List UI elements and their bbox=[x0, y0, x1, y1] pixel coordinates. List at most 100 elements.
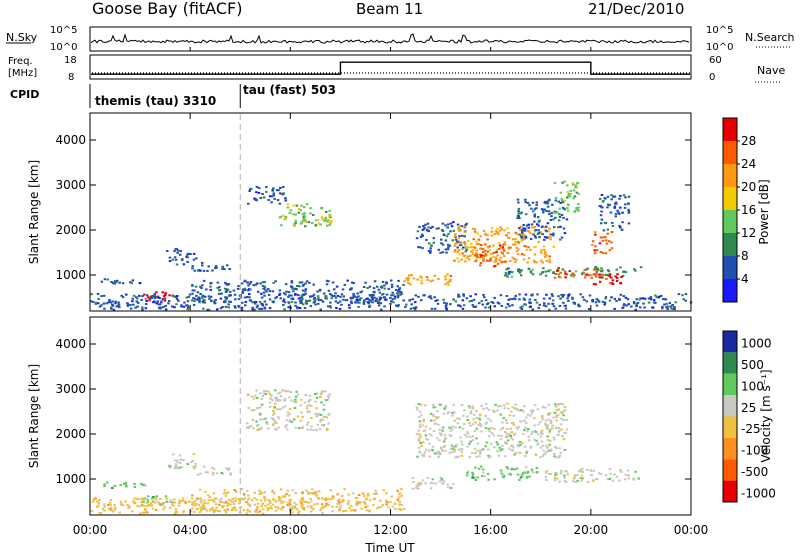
velocity-cell bbox=[192, 510, 196, 513]
power-cell bbox=[614, 212, 618, 215]
power-cell bbox=[493, 296, 496, 299]
velocity-cell bbox=[467, 405, 471, 408]
power-cell bbox=[537, 240, 540, 243]
power-cell bbox=[421, 247, 424, 250]
velocity-cell bbox=[624, 473, 628, 476]
velocity-cell bbox=[503, 455, 507, 458]
power-cell bbox=[615, 276, 619, 279]
power-cell bbox=[390, 279, 393, 282]
velocity-cell bbox=[289, 391, 292, 393]
power-cell bbox=[108, 300, 111, 303]
velocity-cell bbox=[624, 478, 627, 481]
velocity-cell bbox=[224, 492, 228, 494]
velocity-cell bbox=[199, 501, 203, 504]
velocity-cell bbox=[199, 472, 202, 475]
velocity-cell bbox=[165, 500, 168, 503]
velocity-cell bbox=[255, 507, 259, 510]
power-cell bbox=[391, 298, 395, 301]
velocity-cell bbox=[194, 502, 198, 505]
power-cell bbox=[192, 303, 196, 306]
velocity-cell bbox=[564, 480, 568, 483]
power-cell bbox=[363, 299, 366, 302]
power-cell bbox=[173, 306, 176, 309]
power-cell bbox=[340, 303, 343, 306]
velocity-cell bbox=[283, 494, 287, 497]
power-cell bbox=[333, 288, 336, 291]
power-ytick-label: 4000 bbox=[55, 133, 86, 147]
power-cell bbox=[594, 266, 597, 268]
power-cell bbox=[253, 197, 256, 200]
velocity-cell bbox=[215, 503, 218, 506]
power-cell bbox=[171, 305, 174, 308]
velocity-cell bbox=[283, 398, 286, 400]
velocity-cell bbox=[319, 396, 322, 398]
power-cell bbox=[368, 304, 372, 307]
power-cell bbox=[418, 225, 421, 228]
velocity-cell bbox=[556, 434, 560, 437]
velocity-cell bbox=[339, 507, 342, 510]
power-cell bbox=[364, 281, 367, 284]
power-cell bbox=[588, 294, 592, 297]
power-cell bbox=[257, 191, 261, 194]
velocity-cell bbox=[548, 431, 551, 434]
power-cell bbox=[180, 305, 183, 308]
velocity-cell bbox=[554, 405, 558, 408]
velocity-cell bbox=[456, 422, 460, 425]
power-cell bbox=[471, 253, 474, 256]
velocity-cell bbox=[462, 414, 465, 417]
velocity-cell bbox=[363, 495, 366, 498]
power-cell bbox=[537, 229, 540, 232]
power-cell bbox=[208, 297, 211, 300]
power-cell bbox=[562, 216, 565, 219]
velocity-cell bbox=[546, 425, 549, 428]
power-cell bbox=[92, 301, 95, 304]
velocity-cell bbox=[319, 393, 323, 396]
velocity-cell bbox=[529, 414, 532, 417]
power-cell bbox=[304, 221, 308, 223]
velocity-cell bbox=[423, 451, 427, 454]
velocity-cell bbox=[608, 478, 611, 480]
power-cell bbox=[500, 228, 503, 231]
velocity-cell bbox=[596, 478, 599, 480]
velocity-cell bbox=[286, 411, 290, 414]
velocity-cell bbox=[141, 511, 145, 514]
velocity-cell bbox=[478, 414, 482, 417]
power-cell bbox=[296, 294, 300, 296]
velocity-cell bbox=[328, 412, 331, 415]
power-cell bbox=[248, 188, 252, 191]
power-cell bbox=[601, 252, 605, 255]
velocity-cell bbox=[141, 497, 144, 500]
power-cell bbox=[354, 301, 357, 304]
power-cell bbox=[663, 303, 666, 306]
power-cell bbox=[265, 303, 268, 306]
velocity-cell bbox=[555, 419, 558, 422]
velocity-cell bbox=[544, 424, 547, 427]
power-cell bbox=[565, 273, 569, 276]
power-cell bbox=[425, 228, 429, 231]
power-cell bbox=[516, 217, 519, 220]
velocity-cell bbox=[544, 406, 547, 409]
power-cell bbox=[545, 254, 548, 257]
velocity-cell bbox=[118, 511, 121, 514]
power-cell bbox=[175, 296, 178, 299]
power-cell bbox=[418, 246, 422, 249]
power-cell bbox=[393, 297, 397, 300]
power-cell bbox=[584, 273, 588, 276]
freq-left-tick-low: 8 bbox=[68, 72, 74, 83]
velocity-cell bbox=[119, 503, 123, 506]
velocity-cell bbox=[547, 413, 550, 416]
velocity-cell bbox=[416, 487, 420, 490]
power-cell bbox=[303, 290, 307, 293]
power-cell bbox=[603, 222, 607, 225]
power-cell bbox=[320, 216, 324, 219]
power-cell bbox=[357, 295, 360, 298]
power-cell bbox=[503, 249, 506, 252]
power-cell bbox=[193, 269, 197, 272]
velocity-cell bbox=[385, 503, 388, 506]
velocity-cell bbox=[416, 483, 420, 485]
velocity-cell bbox=[158, 503, 161, 506]
power-cell bbox=[541, 271, 544, 274]
power-cell bbox=[239, 296, 243, 299]
power-cell bbox=[627, 208, 630, 211]
velocity-cell bbox=[473, 413, 476, 416]
